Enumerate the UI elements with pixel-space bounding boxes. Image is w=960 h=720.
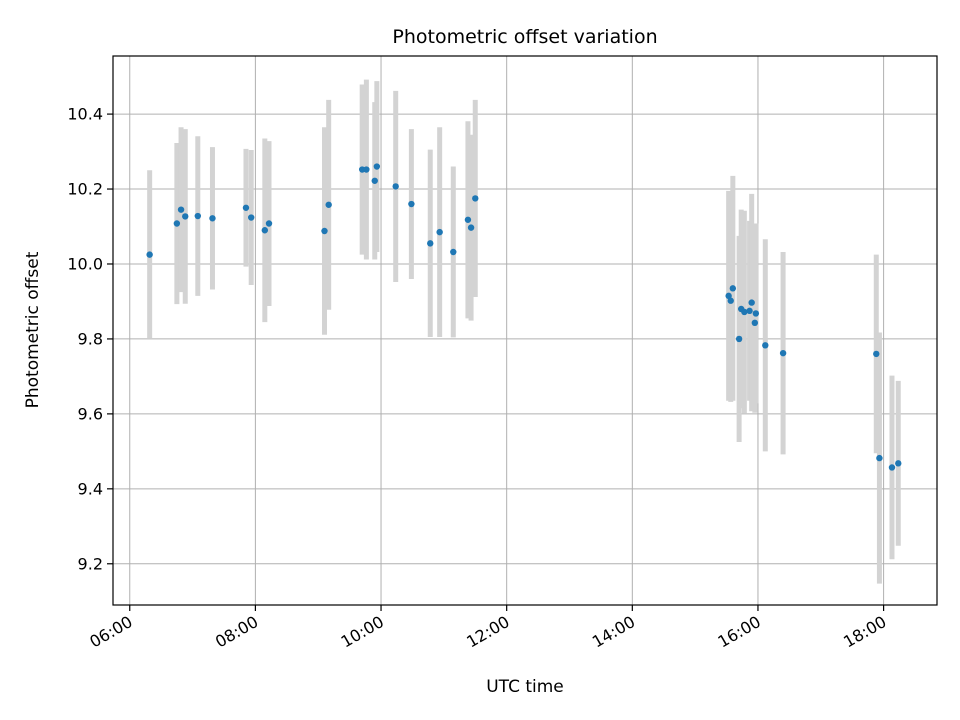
y-tick-label: 9.8	[78, 329, 103, 348]
y-tick-label: 10.2	[67, 180, 103, 199]
data-point	[751, 319, 759, 327]
y-tick-label: 10.0	[67, 254, 103, 273]
data-point	[261, 227, 269, 234]
data-point	[725, 292, 732, 300]
data-point	[194, 212, 202, 220]
data-point	[472, 195, 479, 202]
data-point	[735, 335, 743, 343]
data-point	[242, 204, 250, 211]
y-tick-label: 10.4	[67, 105, 103, 124]
data-point	[146, 251, 153, 258]
x-tick-label: 14:00	[589, 612, 638, 652]
data-point	[729, 285, 737, 292]
data-point	[436, 228, 443, 236]
x-tick-label: 12:00	[463, 612, 512, 652]
data-point	[873, 350, 880, 358]
data-point	[746, 307, 753, 315]
x-tick-label: 08:00	[212, 612, 261, 652]
data-point	[321, 227, 328, 235]
data-points	[146, 163, 902, 471]
data-point	[427, 240, 434, 247]
data-point	[467, 224, 475, 231]
data-point	[408, 200, 415, 208]
x-tick-label: 18:00	[840, 612, 889, 652]
y-tick-label: 9.4	[78, 479, 103, 498]
error-bars	[147, 79, 901, 584]
data-point	[209, 215, 216, 222]
data-point	[173, 220, 181, 227]
y-tick-label: 9.6	[78, 404, 103, 423]
plot-frame	[112, 55, 938, 606]
data-point	[464, 216, 472, 223]
grid-lines	[113, 56, 937, 605]
data-point	[895, 460, 902, 467]
x-tick-label: 06:00	[86, 612, 135, 652]
data-point	[762, 342, 769, 349]
x-axis-label: UTC time	[486, 677, 564, 697]
y-axis-ticks: 9.2 9.4 9.6 9.8 10.0 10.2 10.4	[67, 105, 113, 573]
data-point	[265, 220, 273, 227]
data-point	[392, 183, 399, 190]
data-point	[888, 464, 896, 471]
data-point	[371, 177, 378, 184]
data-point	[779, 349, 787, 357]
data-point	[182, 213, 189, 220]
data-point	[325, 201, 332, 208]
x-tick-label: 10:00	[338, 612, 387, 652]
x-axis-ticks: 06:00 08:00 10:00 12:00 14:00 16:00 18:00	[86, 605, 890, 652]
data-point	[727, 297, 734, 304]
data-point	[450, 248, 457, 256]
data-point	[248, 214, 255, 221]
data-point	[876, 454, 883, 462]
y-axis-label: Photometric offset	[23, 251, 43, 408]
data-point	[741, 308, 748, 316]
data-point	[748, 299, 755, 306]
chart-title: Photometric offset variation	[392, 26, 657, 48]
data-point	[752, 310, 760, 317]
data-point	[363, 166, 370, 173]
data-point	[177, 206, 185, 213]
y-tick-label: 9.2	[78, 554, 103, 573]
x-tick-label: 16:00	[715, 612, 764, 652]
data-point	[373, 163, 381, 170]
